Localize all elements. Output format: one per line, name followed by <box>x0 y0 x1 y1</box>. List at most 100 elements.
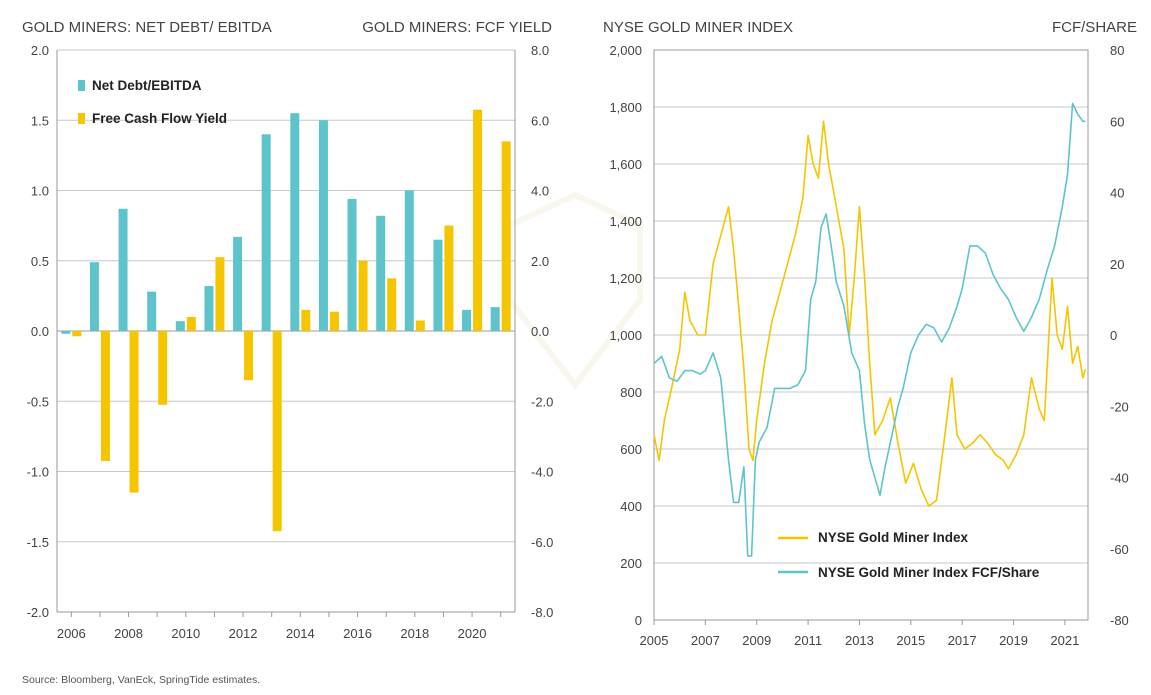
bar-free-cash-flow-yield-2019 <box>444 225 454 331</box>
bar-net-debt-ebitda-2020 <box>462 309 472 331</box>
gold-miner-index-line-chart: 2,0001,8001,6001,4001,2001,0008006004002… <box>609 43 1128 648</box>
line-chart-left-tick: 0 <box>635 613 642 628</box>
source-note: Source: Bloomberg, VanEck, SpringTide es… <box>22 674 260 686</box>
bar-chart-x-tick-label: 2008 <box>114 626 143 641</box>
net-debt-fcf-bar-chart: 2.0 1.5 1.0 0.5 0.0 -0.5 -1.0 -1.5 -2.0 8.0 6.0 4.0… <box>27 43 554 641</box>
bar-chart-x-tick-label: 2014 <box>286 626 315 641</box>
line-chart-left-tick: 1,600 <box>609 157 642 172</box>
line-chart-left-tick: 800 <box>620 385 642 400</box>
bar-free-cash-flow-yield-2010 <box>186 316 196 331</box>
bar-net-debt-ebitda-2015 <box>318 120 328 331</box>
bar-net-debt-ebitda-2016 <box>347 198 357 331</box>
bar-free-cash-flow-yield-2020 <box>473 109 483 332</box>
bar-chart-x-tick-label: 2012 <box>229 626 258 641</box>
bar-chart-left-tick: 0.5 <box>31 254 49 269</box>
line-chart-left-tick: 1,200 <box>609 271 642 286</box>
bar-chart-right-tick: 0.0 <box>531 324 549 339</box>
line-chart-right-tick: 40 <box>1110 186 1124 201</box>
bar-free-cash-flow-yield-2013 <box>272 331 282 532</box>
bar-net-debt-ebitda-2007 <box>89 262 99 331</box>
bar-free-cash-flow-yield-2012 <box>244 331 254 381</box>
bar-chart-right-tick: 8.0 <box>531 43 549 58</box>
bar-chart-left-tick: -1.5 <box>27 535 49 550</box>
legend-swatch-free-cash-flow-yield <box>78 113 85 124</box>
bar-free-cash-flow-yield-2018 <box>415 320 425 331</box>
bar-free-cash-flow-yield-2015 <box>329 311 339 331</box>
bar-chart-left-tick: -0.5 <box>27 394 49 409</box>
bar-net-debt-ebitda-2008 <box>118 208 128 331</box>
bar-free-cash-flow-yield-2008 <box>129 331 139 493</box>
bar-chart-x-tick-label: 2010 <box>171 626 200 641</box>
line-chart-right-tick: -80 <box>1110 613 1129 628</box>
legend-label-free-cash-flow-yield: Free Cash Flow Yield <box>92 111 227 126</box>
bar-free-cash-flow-yield-2009 <box>158 331 168 405</box>
bar-net-debt-ebitda-2012 <box>233 236 243 331</box>
line-chart-right-tick: -60 <box>1110 542 1129 557</box>
bar-chart-left-tick: 1.0 <box>31 184 49 199</box>
right-chart-right-axis-title: FCF/SHARE <box>1052 19 1137 36</box>
series-line-nyse-gold-miner-index-fcf-share <box>653 102 1086 557</box>
bar-chart-right-tick: -6.0 <box>531 535 553 550</box>
line-chart-left-tick: 1,000 <box>609 328 642 343</box>
line-chart-left-tick: 1,800 <box>609 100 642 115</box>
bar-net-debt-ebitda-2006 <box>61 331 71 334</box>
bar-chart-left-tick: -2.0 <box>27 605 49 620</box>
line-chart-x-tick-label: 2019 <box>999 633 1028 648</box>
line-chart-x-tick-label: 2021 <box>1050 633 1079 648</box>
bar-net-debt-ebitda-2011 <box>204 286 214 331</box>
line-chart-x-tick-label: 2013 <box>845 633 874 648</box>
bar-chart-x-tick-label: 2006 <box>57 626 86 641</box>
bar-chart-left-tick: -1.0 <box>27 465 49 480</box>
legend-label-gold-miner-fcf-share: NYSE Gold Miner Index FCF/Share <box>818 565 1040 580</box>
line-chart-left-tick: 600 <box>620 442 642 457</box>
bar-chart-right-tick: -2.0 <box>531 394 553 409</box>
right-chart-title: NYSE GOLD MINER INDEX <box>603 19 793 36</box>
line-chart-right-tick: -20 <box>1110 399 1129 414</box>
line-chart-x-tick-label: 2015 <box>896 633 925 648</box>
line-chart-x-tick-label: 2011 <box>794 633 822 648</box>
legend-label-gold-miner-index: NYSE Gold Miner Index <box>818 530 969 545</box>
bar-chart-right-tick: -4.0 <box>531 465 553 480</box>
bar-net-debt-ebitda-2014 <box>290 113 300 331</box>
bar-chart-left-tick: 1.5 <box>31 113 49 128</box>
bar-chart-right-tick: 6.0 <box>531 113 549 128</box>
bar-free-cash-flow-yield-2017 <box>387 278 397 331</box>
bar-net-debt-ebitda-2017 <box>376 215 386 331</box>
line-chart-right-tick: 0 <box>1110 328 1117 343</box>
line-chart-right-tick: -40 <box>1110 471 1129 486</box>
bar-net-debt-ebitda-2021 <box>490 307 500 331</box>
bar-net-debt-ebitda-2009 <box>147 291 157 331</box>
bar-free-cash-flow-yield-2007 <box>100 331 110 461</box>
line-chart-left-tick: 2,000 <box>609 43 642 58</box>
bar-free-cash-flow-yield-2016 <box>358 260 368 331</box>
line-chart-left-tick: 400 <box>620 499 642 514</box>
bar-chart-x-tick-label: 2016 <box>343 626 372 641</box>
line-chart-right-tick: 20 <box>1110 257 1124 272</box>
bar-net-debt-ebitda-2018 <box>404 190 414 331</box>
bar-net-debt-ebitda-2013 <box>261 134 271 331</box>
bar-free-cash-flow-yield-2011 <box>215 257 225 331</box>
legend-label-net-debt-ebitda: Net Debt/EBITDA <box>92 78 202 93</box>
bar-chart-left-tick: 0.0 <box>31 324 49 339</box>
bar-free-cash-flow-yield-2006 <box>72 331 82 337</box>
bar-net-debt-ebitda-2010 <box>175 321 185 331</box>
bar-net-debt-ebitda-2019 <box>433 239 443 331</box>
line-chart-right-tick: 60 <box>1110 114 1124 129</box>
bar-chart-x-tick-label: 2020 <box>458 626 487 641</box>
line-chart-right-tick: 80 <box>1110 43 1124 58</box>
bar-chart-x-tick-label: 2018 <box>400 626 429 641</box>
bar-free-cash-flow-yield-2021 <box>501 141 511 331</box>
bar-chart-legend: Net Debt/EBITDA Free Cash Flow Yield <box>78 78 227 126</box>
line-chart-x-tick-label: 2007 <box>691 633 720 648</box>
bar-chart-right-tick: -8.0 <box>531 605 553 620</box>
line-chart-left-tick: 1,400 <box>609 214 642 229</box>
series-line-nyse-gold-miner-index <box>653 120 1087 507</box>
left-chart-title: GOLD MINERS: NET DEBT/ EBITDA <box>22 19 272 36</box>
bar-chart-right-tick: 2.0 <box>531 254 549 269</box>
bar-chart-left-tick: 2.0 <box>31 43 49 58</box>
line-chart-left-tick: 200 <box>620 556 642 571</box>
legend-swatch-net-debt-ebitda <box>78 80 85 91</box>
line-chart-x-tick-label: 2009 <box>742 633 771 648</box>
line-chart-x-tick-label: 2017 <box>948 633 977 648</box>
